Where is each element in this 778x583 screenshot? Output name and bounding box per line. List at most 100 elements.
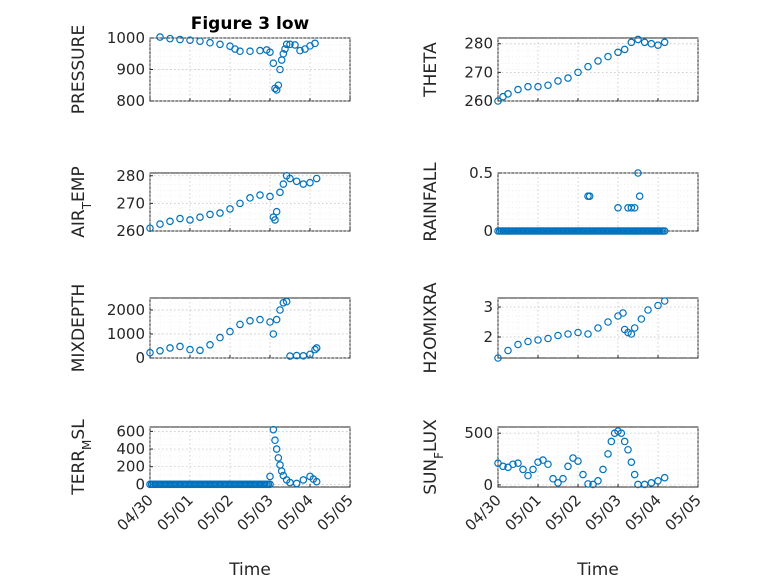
data-point — [186, 36, 194, 45]
y-axis-label-subscript: T — [80, 201, 94, 210]
data-point — [166, 34, 174, 43]
y-axis-label: AIRTEMP — [69, 166, 94, 237]
data-point — [196, 213, 204, 221]
data-point — [271, 216, 279, 224]
data-point — [269, 59, 278, 68]
y-axis-label: PRESSURE — [69, 25, 89, 114]
x-axis-label: Time — [576, 560, 619, 580]
data-point — [544, 81, 552, 90]
y-tick-label: 900 — [116, 61, 145, 79]
y-tick-label: 800 — [116, 92, 145, 110]
data-point — [584, 330, 592, 338]
data-point — [574, 457, 582, 465]
data-point — [634, 169, 642, 177]
data-point — [654, 476, 662, 485]
data-point — [544, 334, 552, 343]
subplot-theta: 260 270 280 THETA — [421, 35, 699, 110]
data-point — [534, 82, 542, 91]
data-point — [534, 458, 542, 466]
data-point — [216, 40, 224, 49]
y-axis-label-subscript: M — [80, 440, 94, 450]
data-point — [620, 437, 629, 446]
data-point — [276, 306, 284, 314]
subplot-air: 260 270 280 AIRTEMP — [69, 166, 351, 240]
data-point — [584, 62, 592, 71]
data-point — [534, 336, 542, 344]
data-point — [269, 425, 278, 434]
data-point — [614, 204, 622, 212]
data-point — [519, 465, 527, 474]
data-point — [246, 47, 254, 56]
data-point — [156, 33, 164, 41]
data-point — [176, 214, 184, 223]
data-point — [524, 337, 532, 346]
data-point — [647, 479, 656, 487]
data-point — [574, 68, 582, 77]
subplot-h2omixra: 2 3 H2OMIXRA — [421, 282, 699, 374]
y-axis-label: H2OMIXRA — [421, 282, 441, 373]
data-point — [166, 344, 174, 352]
data-point — [206, 340, 214, 349]
y-axis-label-subscript: F — [432, 452, 446, 459]
data-point — [311, 345, 319, 354]
data-point — [292, 479, 301, 488]
data-point — [246, 316, 254, 325]
data-point — [627, 458, 636, 466]
data-point — [272, 315, 281, 324]
y-axis-label-text: RAINFALL — [421, 162, 441, 242]
data-point — [286, 40, 294, 49]
data-point — [186, 345, 194, 354]
data-point — [236, 199, 244, 208]
data-point — [630, 324, 639, 332]
data-point — [312, 174, 321, 183]
data-point — [654, 301, 662, 310]
data-point — [554, 331, 562, 340]
data-point — [291, 41, 299, 49]
data-point — [627, 204, 636, 212]
data-point — [266, 192, 274, 201]
data-point — [617, 429, 626, 438]
y-tick-label: 600 — [116, 422, 145, 440]
y-tick-label: 280 — [116, 167, 145, 185]
data-point — [554, 77, 562, 85]
data-point — [277, 467, 286, 475]
data-point — [514, 85, 522, 94]
y-tick-label: 270 — [464, 63, 493, 81]
y-tick-label: 0 — [483, 476, 493, 494]
data-point — [311, 39, 319, 48]
data-point — [306, 350, 314, 359]
data-point — [524, 471, 532, 480]
data-point — [504, 90, 512, 98]
data-point — [585, 192, 594, 201]
data-point — [579, 470, 587, 479]
data-point — [604, 450, 612, 458]
data-point — [514, 459, 522, 468]
data-point — [279, 49, 288, 58]
y-axis-label: SUNFLUX — [421, 419, 446, 495]
data-point — [604, 52, 612, 61]
data-point — [266, 318, 274, 326]
data-point — [539, 456, 547, 464]
data-point — [624, 445, 632, 454]
y-axis-label-text: SUN — [421, 459, 441, 495]
data-point — [514, 340, 522, 349]
data-point — [634, 35, 642, 44]
y-axis-label-text: THETA — [421, 42, 441, 98]
data-point — [564, 330, 572, 338]
data-point — [614, 48, 622, 57]
data-point — [279, 180, 288, 188]
y-tick-label: 0 — [135, 349, 145, 367]
data-point — [524, 82, 532, 91]
y-axis-label-suffix: EMP — [69, 166, 89, 202]
data-point — [236, 47, 244, 56]
chart-title: Figure 3 low — [191, 14, 310, 34]
data-point — [564, 74, 572, 82]
y-axis-label: TERRMSL — [69, 419, 94, 496]
data-point — [281, 45, 289, 53]
y-tick-label: 400 — [116, 440, 145, 458]
data-point — [266, 48, 274, 56]
y-axis-label-text: AIR — [69, 209, 89, 238]
data-point — [619, 309, 627, 317]
data-point — [599, 465, 607, 474]
